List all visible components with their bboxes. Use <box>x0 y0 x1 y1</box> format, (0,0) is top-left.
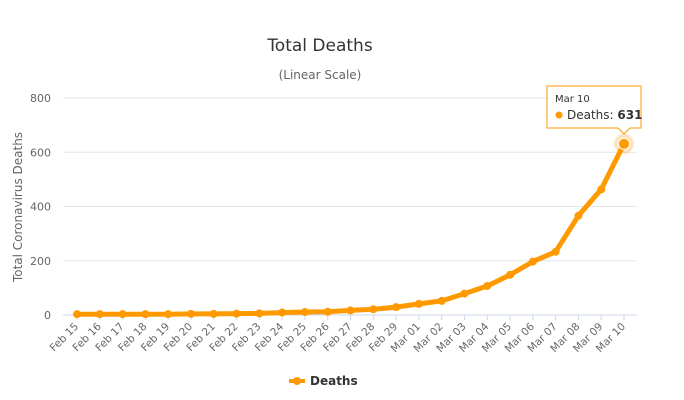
y-axis-title: Total Coronavirus Deaths <box>11 132 25 283</box>
tooltip-value: 631 <box>617 108 642 122</box>
chart-subtitle: (Linear Scale) <box>279 68 362 82</box>
tooltip-series-label: Deaths: 631 <box>567 108 642 122</box>
data-point[interactable] <box>278 308 287 317</box>
data-point[interactable] <box>460 289 469 298</box>
data-point[interactable] <box>506 270 515 279</box>
data-point[interactable] <box>186 309 195 318</box>
tooltip: Mar 10 Deaths: 631 <box>546 85 642 135</box>
y-tick-label: 0 <box>44 309 51 322</box>
data-point[interactable] <box>323 307 332 316</box>
data-point[interactable] <box>300 308 309 317</box>
y-tick-label: 600 <box>30 146 51 159</box>
series-line <box>74 141 627 317</box>
data-point[interactable] <box>551 247 560 256</box>
y-axis-ticks: 0 200 400 600 800 <box>30 92 51 322</box>
data-point[interactable] <box>73 310 81 319</box>
data-point[interactable] <box>618 137 630 150</box>
tooltip-marker <box>555 111 563 119</box>
data-point[interactable] <box>164 310 173 319</box>
data-point[interactable] <box>232 309 241 318</box>
data-point[interactable] <box>392 303 401 312</box>
legend-point-marker <box>293 377 301 385</box>
legend-label-deaths[interactable]: Deaths <box>310 374 358 388</box>
data-point[interactable] <box>528 257 537 266</box>
legend[interactable]: Deaths <box>289 374 358 388</box>
gridlines <box>63 97 637 316</box>
y-tick-label: 800 <box>30 92 51 105</box>
data-point[interactable] <box>209 309 218 318</box>
data-point[interactable] <box>369 305 378 314</box>
y-tick-label: 200 <box>30 255 51 268</box>
data-point[interactable] <box>255 309 264 318</box>
data-point[interactable] <box>118 310 127 319</box>
data-point[interactable] <box>574 211 583 220</box>
data-point[interactable] <box>95 310 104 319</box>
data-point[interactable] <box>437 296 446 305</box>
series-deaths[interactable] <box>73 133 634 319</box>
data-point[interactable] <box>141 310 150 319</box>
data-point[interactable] <box>414 299 423 308</box>
data-point[interactable] <box>346 306 355 315</box>
tooltip-box <box>546 85 642 135</box>
tooltip-date: Mar 10 <box>555 94 590 105</box>
y-tick-label: 400 <box>30 201 51 214</box>
chart-title: Total Deaths <box>266 36 373 56</box>
data-point[interactable] <box>597 185 606 194</box>
data-point[interactable] <box>483 281 492 290</box>
